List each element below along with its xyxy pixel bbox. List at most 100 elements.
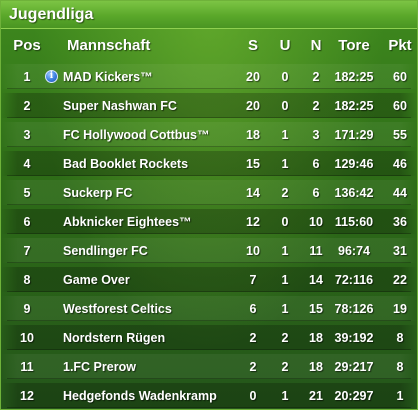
- cell-tore: 115:60: [334, 214, 374, 229]
- cell-n: 6: [312, 185, 320, 200]
- cell-team[interactable]: Westforest Celtics: [63, 301, 172, 316]
- cell-n: 2: [312, 98, 320, 113]
- cell-pos: 5: [23, 185, 31, 200]
- cell-tore: 182:25: [334, 98, 374, 113]
- cell-s: 10: [246, 243, 260, 258]
- cell-tore: 182:25: [334, 69, 374, 84]
- table-header: Pos Mannschaft S U N Tore Pkt: [1, 29, 417, 62]
- cell-team[interactable]: Abknicker Eightees™: [63, 214, 192, 229]
- table-row[interactable]: 9 Westforest Celtics 6 1 15 78:126 19: [1, 296, 417, 321]
- cell-team[interactable]: Nordstern Rügen: [63, 330, 166, 345]
- cell-u: 0: [281, 214, 289, 229]
- cell-s: 15: [246, 156, 260, 171]
- cell-u: 2: [281, 185, 289, 200]
- table-row[interactable]: 6 Abknicker Eightees™ 12 0 10 115:60 36: [1, 209, 417, 234]
- table-row[interactable]: 12 Hedgefonds Wadenkramp 0 1 21 20:297 1: [1, 383, 417, 408]
- cell-n: 11: [309, 243, 323, 258]
- cell-pos: 11: [20, 359, 34, 374]
- cell-s: 12: [246, 214, 260, 229]
- table-row[interactable]: 2 Super Nashwan FC 20 0 2 182:25 60: [1, 93, 417, 118]
- cell-tore: 29:217: [334, 359, 374, 374]
- table-row[interactable]: 10 Nordstern Rügen 2 2 18 39:192 8: [1, 325, 417, 350]
- cell-pos: 1: [23, 69, 31, 84]
- cell-s: 14: [246, 185, 260, 200]
- cell-tore: 96:74: [338, 243, 370, 258]
- cell-n: 3: [312, 127, 320, 142]
- table-row[interactable]: 1 MAD Kickers™ 20 0 2 182:25 60 i: [1, 64, 417, 89]
- cell-team[interactable]: Super Nashwan FC: [63, 98, 177, 113]
- cell-pos: 9: [23, 301, 31, 316]
- header-tore[interactable]: Tore: [338, 37, 370, 54]
- cell-n: 18: [309, 330, 323, 345]
- cell-s: 0: [249, 388, 257, 403]
- cell-s: 2: [249, 359, 257, 374]
- cell-pkt: 1: [396, 388, 404, 403]
- header-s[interactable]: S: [247, 37, 258, 54]
- cell-s: 7: [249, 272, 257, 287]
- cell-u: 1: [281, 127, 289, 142]
- row-divider: [7, 233, 411, 234]
- cell-tore: 129:46: [334, 156, 374, 171]
- header-n[interactable]: N: [310, 37, 322, 54]
- table-row[interactable]: 11 1.FC Prerow 2 2 18 29:217 8: [1, 354, 417, 379]
- cell-pkt: 60: [393, 69, 407, 84]
- cell-team[interactable]: Game Over: [63, 272, 130, 287]
- cell-pkt: 22: [393, 272, 407, 287]
- cell-tore: 136:42: [334, 185, 374, 200]
- cell-u: 1: [281, 243, 289, 258]
- row-divider: [7, 320, 411, 321]
- row-divider: [7, 407, 411, 408]
- info-icon[interactable]: i: [45, 70, 58, 83]
- cell-n: 2: [312, 69, 320, 84]
- cell-s: 20: [246, 69, 260, 84]
- cell-u: 1: [281, 301, 289, 316]
- cell-s: 2: [249, 330, 257, 345]
- cell-team[interactable]: FC Hollywood Cottbus™: [63, 127, 210, 142]
- row-divider: [7, 291, 411, 292]
- header-team[interactable]: Mannschaft: [67, 37, 151, 54]
- cell-team[interactable]: MAD Kickers™: [63, 69, 153, 84]
- row-divider: [7, 88, 411, 89]
- cell-pkt: 8: [396, 359, 404, 374]
- cell-pkt: 31: [393, 243, 407, 258]
- cell-pos: 3: [23, 127, 31, 142]
- cell-pos: 8: [23, 272, 31, 287]
- table-body: 1 MAD Kickers™ 20 0 2 182:25 60 i 2 Super Nashwan…: [1, 62, 417, 409]
- header-u[interactable]: U: [279, 37, 291, 54]
- cell-n: 10: [309, 214, 323, 229]
- cell-tore: 20:297: [334, 388, 374, 403]
- table-row[interactable]: 4 Bad Booklet Rockets 15 1 6 129:46 46: [1, 151, 417, 176]
- cell-u: 1: [281, 272, 289, 287]
- cell-s: 20: [246, 98, 260, 113]
- cell-pos: 12: [20, 388, 34, 403]
- table-row[interactable]: 5 Suckerp FC 14 2 6 136:42 44: [1, 180, 417, 205]
- header-pos[interactable]: Pos: [13, 37, 41, 54]
- cell-n: 18: [309, 359, 323, 374]
- header-pkt[interactable]: Pkt: [388, 37, 412, 54]
- row-divider: [7, 262, 411, 263]
- row-divider: [7, 349, 411, 350]
- cell-team[interactable]: Hedgefonds Wadenkramp: [63, 388, 217, 403]
- cell-team[interactable]: Suckerp FC: [63, 185, 133, 200]
- cell-pos: 7: [23, 243, 31, 258]
- cell-team[interactable]: Sendlinger FC: [63, 243, 148, 258]
- row-divider: [7, 146, 411, 147]
- table-row[interactable]: 8 Game Over 7 1 14 72:116 22: [1, 267, 417, 292]
- table-row[interactable]: 7 Sendlinger FC 10 1 11 96:74 31: [1, 238, 417, 263]
- cell-tore: 171:29: [334, 127, 374, 142]
- cell-pos: 2: [23, 98, 31, 113]
- cell-pos: 6: [23, 214, 31, 229]
- cell-pos: 10: [20, 330, 34, 345]
- cell-n: 21: [309, 388, 323, 403]
- row-divider: [7, 117, 411, 118]
- cell-u: 1: [281, 388, 289, 403]
- cell-team[interactable]: Bad Booklet Rockets: [63, 156, 189, 171]
- cell-tore: 72:116: [334, 272, 374, 287]
- row-divider: [7, 378, 411, 379]
- cell-team[interactable]: 1.FC Prerow: [63, 359, 136, 374]
- cell-n: 15: [309, 301, 323, 316]
- table-row[interactable]: 3 FC Hollywood Cottbus™ 18 1 3 171:29 55: [1, 122, 417, 147]
- cell-pkt: 55: [393, 127, 407, 142]
- cell-pkt: 19: [393, 301, 407, 316]
